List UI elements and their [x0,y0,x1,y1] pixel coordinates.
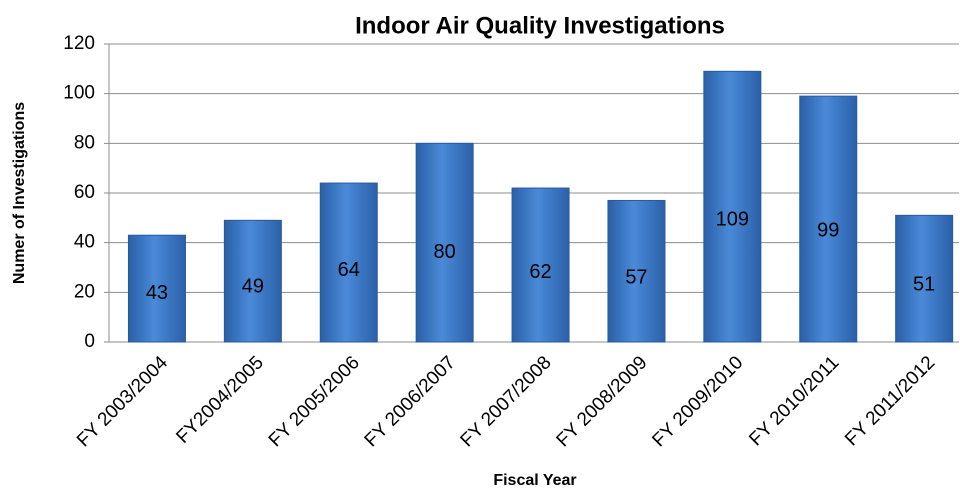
y-tick-label: 60 [74,182,95,203]
bar [511,187,570,343]
y-tick-label: 100 [63,83,95,104]
bar [127,234,186,343]
x-axis-title: Fiscal Year [493,472,576,489]
x-tick-label: FY 2006/2007 [361,352,460,451]
data-label: 80 [434,241,456,263]
x-tick-label: FY2004/2005 [172,352,268,448]
data-label: 57 [625,267,647,289]
bar [799,95,858,343]
data-label: 62 [529,261,551,283]
x-tick-label: FY 2008/2009 [553,352,652,451]
x-tick-label: FY 2011/2012 [841,352,939,450]
data-label: 51 [913,273,935,295]
x-tick-label: FY 2010/2011 [745,352,843,450]
data-label: 109 [716,208,749,230]
data-label: 64 [338,259,360,281]
data-label: 43 [146,282,168,304]
bar [223,219,282,343]
bar [607,199,666,343]
y-tick-label: 0 [84,331,95,352]
y-axis-title: Numer of Investigations [11,102,28,284]
x-tick-label: FY 2003/2004 [73,352,172,451]
x-tick-label: FY 2007/2008 [457,352,556,451]
y-tick-label: 20 [74,281,95,302]
bar [895,214,954,343]
bar [703,70,762,343]
data-label: 49 [242,276,264,298]
data-label: 99 [817,220,839,242]
x-tick-label: FY 2005/2006 [265,352,364,451]
y-tick-label: 120 [63,33,95,54]
bar [415,142,474,343]
y-tick-label: 80 [74,132,95,153]
x-tick-label: FY 2009/2010 [648,352,747,451]
y-tick-label: 40 [74,232,95,253]
bar [319,182,378,343]
chart-title: Indoor Air Quality Investigations [355,12,725,39]
